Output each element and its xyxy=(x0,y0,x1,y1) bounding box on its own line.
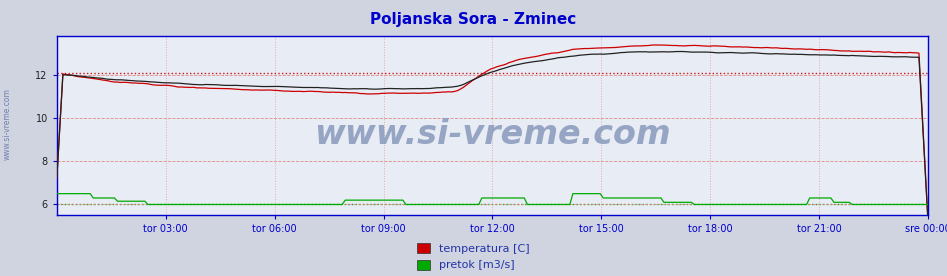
Text: www.si-vreme.com: www.si-vreme.com xyxy=(3,88,12,160)
Text: Poljanska Sora - Zminec: Poljanska Sora - Zminec xyxy=(370,12,577,27)
Legend: temperatura [C], pretok [m3/s]: temperatura [C], pretok [m3/s] xyxy=(417,243,530,270)
Text: www.si-vreme.com: www.si-vreme.com xyxy=(314,118,670,151)
